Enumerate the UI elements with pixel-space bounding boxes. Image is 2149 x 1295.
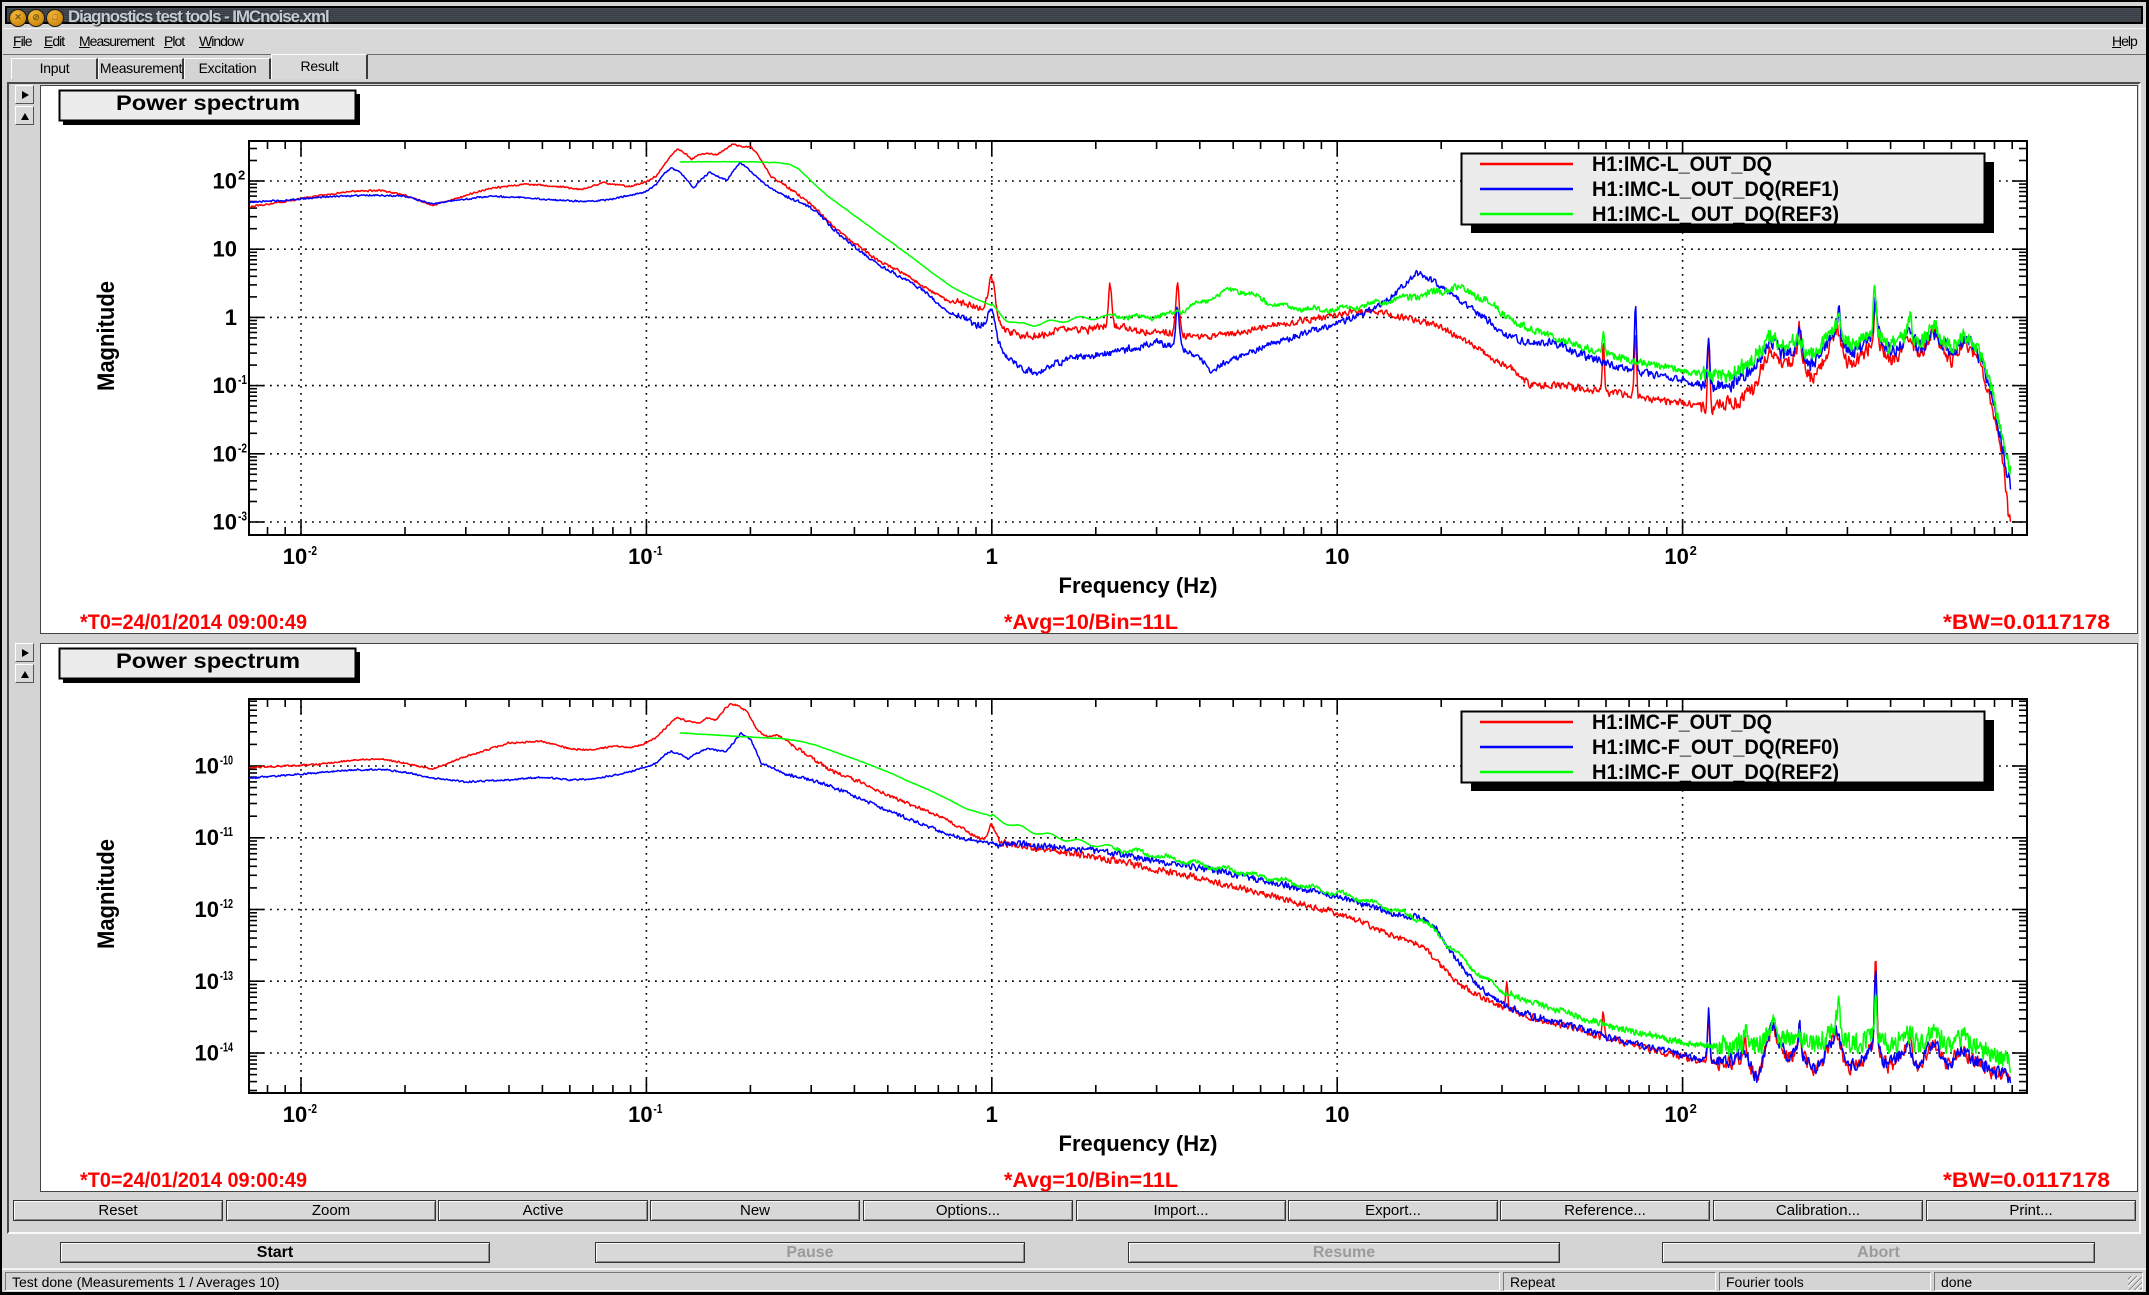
svg-text:H1:IMC-L_OUT_DQ(REF3): H1:IMC-L_OUT_DQ(REF3) [1592, 203, 1839, 226]
svg-text:Magnitude: Magnitude [93, 839, 120, 949]
svg-text:*BW=0.0117178: *BW=0.0117178 [1943, 1169, 2110, 1192]
svg-text:-2: -2 [238, 440, 247, 455]
svg-text:Power spectrum: Power spectrum [116, 650, 300, 673]
svg-text:10: 10 [195, 969, 219, 994]
svg-text:*Avg=10/Bin=11L: *Avg=10/Bin=11L [1004, 611, 1178, 634]
svg-text:H1:IMC-F_OUT_DQ(REF2): H1:IMC-F_OUT_DQ(REF2) [1592, 761, 1839, 784]
svg-text:-10: -10 [220, 753, 233, 768]
svg-text:10: 10 [213, 169, 237, 194]
svg-text:1: 1 [225, 305, 237, 330]
svg-text:1: 1 [986, 544, 998, 569]
svg-text:-2: -2 [308, 543, 317, 558]
svg-text:1: 1 [986, 1102, 998, 1127]
svg-text:10: 10 [195, 1041, 219, 1066]
svg-text:10: 10 [213, 373, 237, 398]
svg-text:-2: -2 [308, 1101, 317, 1116]
svg-text:10: 10 [1664, 1102, 1688, 1127]
svg-text:*Avg=10/Bin=11L: *Avg=10/Bin=11L [1004, 1169, 1178, 1192]
svg-text:Power spectrum: Power spectrum [116, 92, 300, 115]
svg-text:-1: -1 [238, 372, 247, 387]
svg-text:10: 10 [628, 1102, 652, 1127]
svg-text:10: 10 [195, 897, 219, 922]
svg-text:H1:IMC-L_OUT_DQ(REF1): H1:IMC-L_OUT_DQ(REF1) [1592, 178, 1839, 201]
svg-text:-13: -13 [220, 968, 233, 983]
svg-text:-1: -1 [653, 1101, 662, 1116]
svg-text:10: 10 [213, 510, 237, 535]
svg-text:H1:IMC-F_OUT_DQ: H1:IMC-F_OUT_DQ [1592, 711, 1772, 734]
svg-text:Frequency (Hz): Frequency (Hz) [1059, 573, 1218, 598]
svg-text:*T0=24/01/2014 09:00:49: *T0=24/01/2014 09:00:49 [80, 1169, 307, 1192]
svg-text:10: 10 [195, 754, 219, 779]
svg-text:10: 10 [195, 825, 219, 850]
svg-text:*BW=0.0117178: *BW=0.0117178 [1943, 611, 2110, 634]
svg-text:-1: -1 [653, 543, 662, 558]
svg-text:10: 10 [1325, 544, 1349, 569]
svg-text:*T0=24/01/2014 09:00:49: *T0=24/01/2014 09:00:49 [80, 611, 307, 634]
svg-text:H1:IMC-L_OUT_DQ: H1:IMC-L_OUT_DQ [1592, 153, 1772, 176]
svg-text:-3: -3 [238, 509, 247, 524]
svg-text:-12: -12 [220, 896, 233, 911]
svg-text:10: 10 [213, 441, 237, 466]
svg-text:-14: -14 [220, 1040, 234, 1055]
svg-text:10: 10 [283, 544, 307, 569]
svg-text:2: 2 [1690, 543, 1697, 558]
svg-text:2: 2 [238, 168, 245, 183]
svg-text:10: 10 [213, 237, 237, 262]
svg-text:-11: -11 [220, 824, 233, 839]
svg-text:Magnitude: Magnitude [93, 281, 120, 391]
svg-text:2: 2 [1690, 1101, 1697, 1116]
svg-text:10: 10 [1325, 1102, 1349, 1127]
svg-text:Frequency (Hz): Frequency (Hz) [1059, 1131, 1218, 1156]
svg-text:10: 10 [283, 1102, 307, 1127]
svg-text:H1:IMC-F_OUT_DQ(REF0): H1:IMC-F_OUT_DQ(REF0) [1592, 736, 1839, 759]
svg-text:10: 10 [628, 544, 652, 569]
svg-text:10: 10 [1664, 544, 1688, 569]
